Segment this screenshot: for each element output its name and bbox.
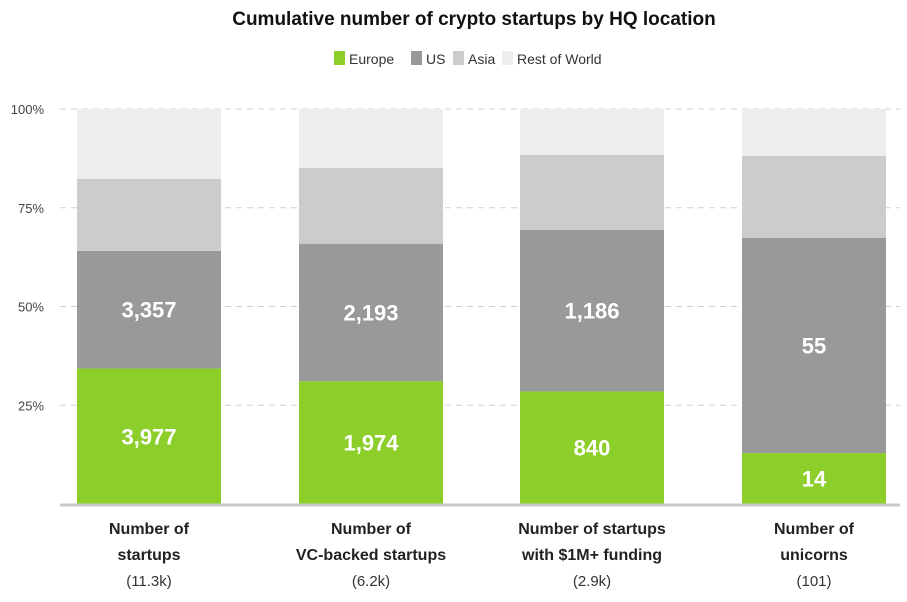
y-tick-label: 75% [18,201,44,216]
legend-label: Europe [349,51,394,67]
legend-swatch-3 [502,51,513,65]
category-label: Number of startups [518,521,666,538]
bar-asia [77,178,221,251]
bar-europe [520,391,664,504]
legend-swatch-0 [334,51,345,65]
y-tick-label: 100% [11,102,45,117]
bar-us [742,237,886,454]
y-tick-label: 25% [18,398,44,413]
category-label: VC-backed startups [296,547,446,564]
bar-asia [520,154,664,230]
bar-rest-of-world [520,109,664,155]
bar-rest-of-world [77,109,221,179]
grid: 100% 75% 50% 25% [11,102,900,413]
category-label: Number of [109,521,190,538]
legend-label: US [426,51,445,67]
bar-europe [299,381,443,504]
category-total: (2.9k) [573,573,611,590]
data-label: 3,977 [121,424,176,449]
category-label: with $1M+ funding [521,547,662,564]
bar-us [77,250,221,369]
x-axis-labels: Number of startups (11.3k) Number of VC-back… [109,521,855,590]
bar-rest-of-world [742,109,886,157]
bar-asia [299,167,443,244]
data-label: 1,186 [564,299,619,324]
data-label: 2,193 [343,300,398,325]
category-total: (11.3k) [126,573,172,590]
data-label: 55 [802,333,826,358]
bar-europe [77,368,221,504]
data-label: 1,974 [343,431,399,456]
y-tick-label: 50% [18,300,44,315]
bar-us [299,243,443,382]
bars: 3,977 3,357 1,974 2,193 840 1,186 14 55 [60,109,900,507]
legend-swatch-1 [411,51,422,65]
legend-swatch-2 [453,51,464,65]
category-label: startups [117,547,180,564]
category-label: Number of [331,521,412,538]
chart-title: Cumulative number of crypto startups by … [232,9,716,30]
legend: Europe US Asia Rest of World [334,51,602,67]
bar-europe [742,453,886,504]
data-label: 3,357 [121,298,176,323]
category-label: Number of [774,521,855,538]
legend-label: Rest of World [517,51,602,67]
bar-us [520,229,664,392]
category-label: unicorns [780,547,848,564]
category-total: (101) [796,573,831,590]
data-label: 840 [574,436,611,461]
legend-label: Asia [468,51,495,67]
category-total: (6.2k) [352,573,390,590]
bar-asia [742,156,886,238]
bar-rest-of-world [299,109,443,168]
data-label: 14 [802,467,827,492]
